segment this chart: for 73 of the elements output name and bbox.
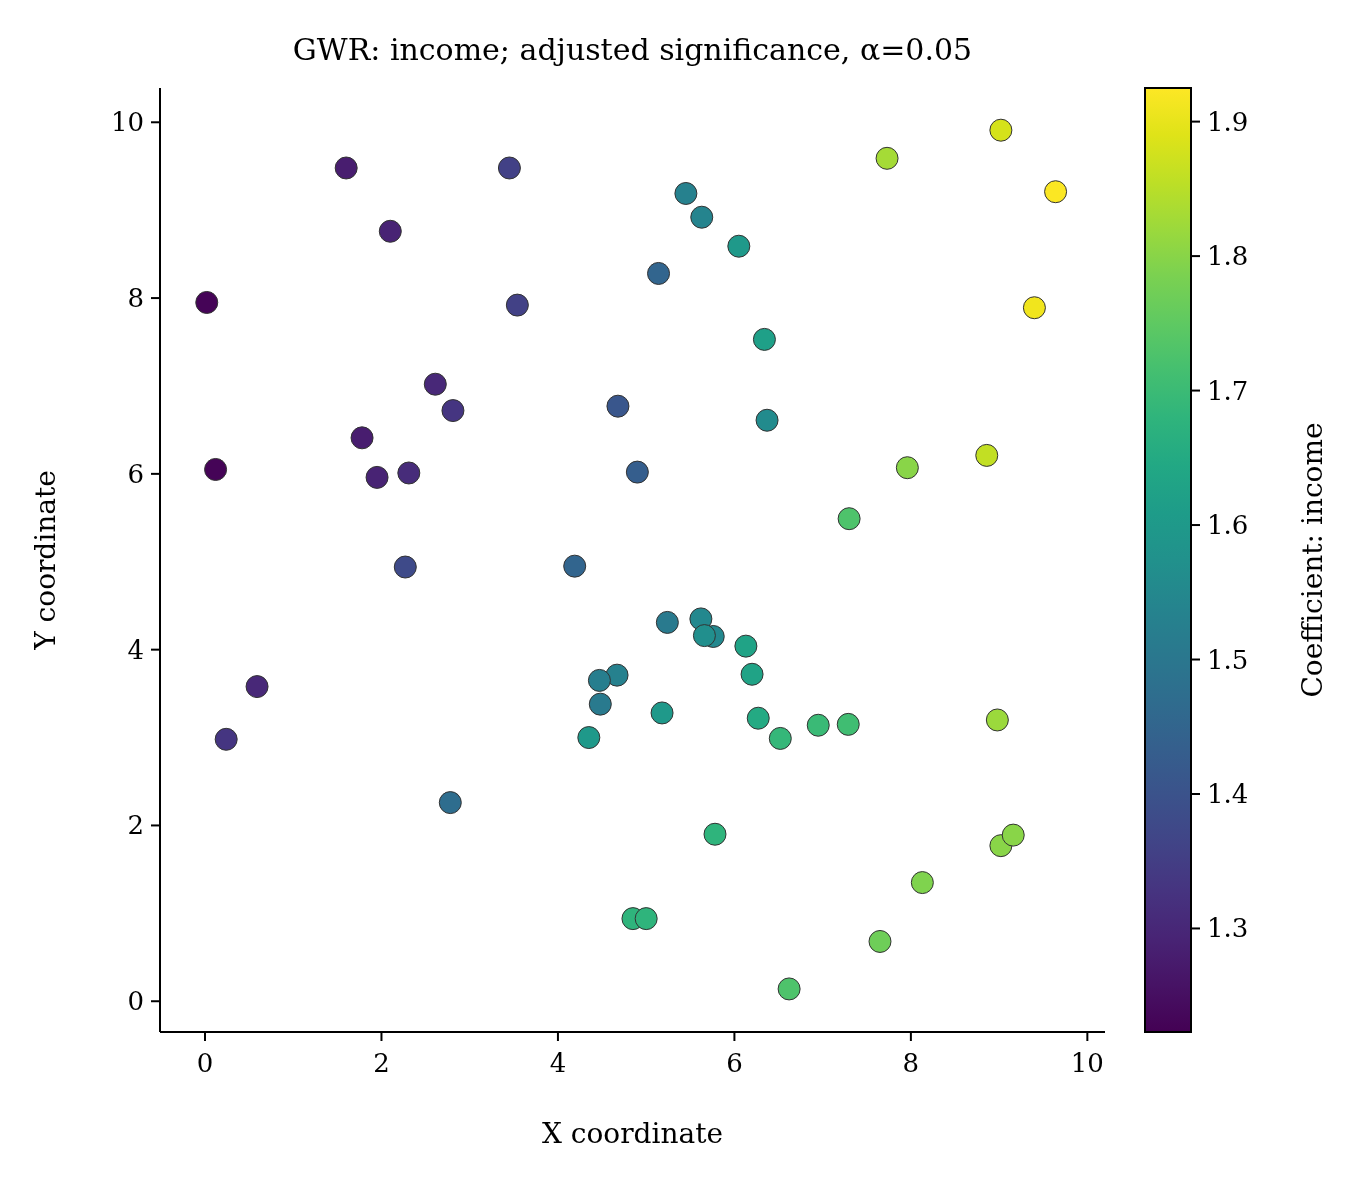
point <box>727 234 751 258</box>
point <box>423 372 447 396</box>
y-tick-label: 8 <box>127 283 144 314</box>
point <box>692 624 716 648</box>
color-bar-label: 1.3 <box>1207 913 1249 944</box>
y-tick-label: 2 <box>127 810 144 841</box>
color-bar-label: 1.5 <box>1207 644 1249 675</box>
point <box>755 408 779 432</box>
point <box>587 668 611 692</box>
point <box>1022 296 1046 320</box>
color-bar-title: Coefficient: income <box>1296 422 1329 698</box>
color-bar-label: 1.7 <box>1207 375 1249 406</box>
point <box>647 261 671 285</box>
point <box>975 443 999 467</box>
point <box>910 871 934 895</box>
y-tick-label: 0 <box>127 986 144 1017</box>
point <box>985 708 1009 732</box>
point <box>895 456 919 480</box>
point <box>875 146 899 170</box>
point <box>245 675 269 699</box>
x-tick-label: 10 <box>1070 1048 1104 1078</box>
point <box>497 156 521 180</box>
color-bar-label: 1.8 <box>1207 241 1249 272</box>
point <box>441 399 465 423</box>
x-tick-label: 4 <box>549 1048 567 1078</box>
x-tick-label: 0 <box>196 1048 214 1078</box>
point <box>690 205 714 229</box>
point <box>837 507 861 531</box>
x-tick-label: 8 <box>902 1048 920 1078</box>
point <box>752 327 776 351</box>
point <box>588 692 612 716</box>
point <box>625 460 649 484</box>
x-tick-label: 2 <box>373 1048 390 1078</box>
point <box>505 293 529 317</box>
y-tick-label: 10 <box>110 107 144 138</box>
point <box>777 977 801 1001</box>
point <box>365 465 389 489</box>
point <box>214 727 238 751</box>
color-bar-label: 1.6 <box>1207 510 1249 541</box>
point <box>655 610 679 634</box>
chart-title: GWR: income; adjusted significance, α=0.05 <box>292 32 973 67</box>
point <box>378 219 402 243</box>
point <box>634 907 658 931</box>
y-tick-label: 4 <box>127 634 144 665</box>
point <box>734 634 758 658</box>
point <box>674 182 698 205</box>
color-bar-label: 1.4 <box>1207 778 1249 809</box>
point <box>746 706 770 730</box>
y-axis-title: Y coordinate <box>29 470 62 651</box>
point <box>806 713 830 737</box>
y-tick-label: 6 <box>127 458 144 489</box>
point <box>350 426 374 450</box>
point <box>768 726 792 750</box>
point <box>577 726 601 750</box>
point <box>650 701 674 725</box>
point <box>836 712 860 736</box>
point <box>397 461 421 485</box>
color-bar-label: 1.9 <box>1207 106 1249 137</box>
point <box>563 554 587 578</box>
point <box>740 662 764 686</box>
point <box>393 555 417 579</box>
point <box>1001 823 1025 847</box>
point <box>334 156 358 180</box>
point <box>868 929 892 953</box>
point <box>703 822 727 846</box>
point <box>606 394 630 418</box>
point <box>1044 180 1068 204</box>
point <box>989 118 1013 142</box>
point <box>204 457 228 481</box>
x-tick-label: 6 <box>726 1048 743 1078</box>
point <box>195 290 219 314</box>
x-axis-title: X coordinate <box>541 1117 724 1150</box>
point <box>438 791 462 815</box>
